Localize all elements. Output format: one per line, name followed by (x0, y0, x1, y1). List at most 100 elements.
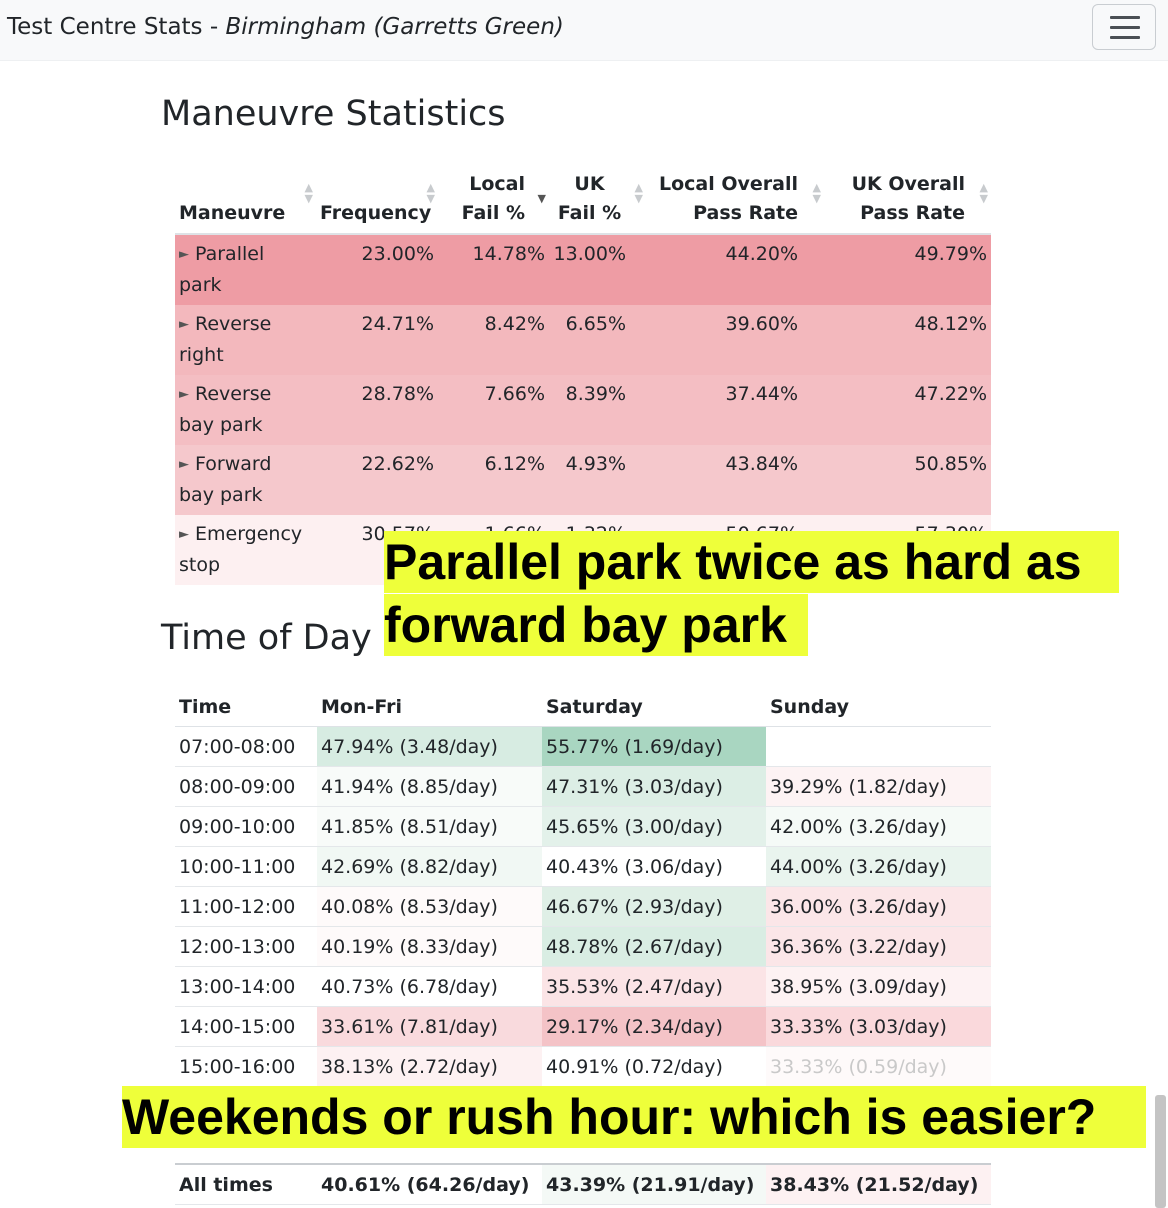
time-cell: 15:00-16:00 (175, 1046, 317, 1087)
time-cell: 09:00-10:00 (175, 806, 317, 847)
col-header-frequency[interactable]: Frequency ▲ ▼ (316, 170, 438, 235)
sunday-cell: 36.36% (3.22/day) (766, 926, 991, 967)
uk-pass-cell: 49.79% (914, 243, 987, 265)
time-cell: 08:00-09:00 (175, 766, 317, 807)
mon-fri-cell: 40.19% (8.33/day) (317, 926, 542, 967)
time-row: 13:00-14:00 40.73% (6.78/day) 35.53% (2.47… (175, 966, 991, 1007)
maneuvre-row[interactable]: ► Forward bay park 22.62% 6.12% 4.93% 43.84% 5… (175, 445, 991, 515)
time-row: 15:00-16:00 38.13% (2.72/day) 40.91% (0.72… (175, 1046, 991, 1087)
col-header-time: Time (175, 688, 317, 727)
uk-pass-cell: 48.12% (914, 313, 987, 335)
sort-icon: ▲ ▼ (426, 181, 435, 205)
navbar: Test Centre Stats - Birmingham (Garretts… (0, 0, 1168, 61)
sunday-cell: 39.29% (1.82/day) (766, 766, 991, 807)
time-cell: 13:00-14:00 (175, 966, 317, 1007)
time-cell: 12:00-13:00 (175, 926, 317, 967)
brand-prefix: Test Centre Stats - (7, 14, 226, 40)
time-row: 14:00-15:00 33.61% (7.81/day) 29.17% (2.34… (175, 1006, 991, 1047)
mon-fri-cell: 41.85% (8.51/day) (317, 806, 542, 847)
time-row: 07:00-08:00 47.94% (3.48/day) 55.77% (1.69… (175, 726, 991, 767)
mon-fri-cell: 41.94% (8.85/day) (317, 766, 542, 807)
mon-fri-cell: 38.13% (2.72/day) (317, 1046, 542, 1087)
sunday-cell: 44.00% (3.26/day) (766, 846, 991, 887)
sunday-cell: 33.33% (0.59/day) (766, 1046, 991, 1087)
saturday-cell: 29.17% (2.34/day) (542, 1006, 766, 1047)
maneuvre-name-cell: ► Emergency stop (179, 523, 303, 576)
mon-fri-cell: 47.94% (3.48/day) (317, 726, 542, 767)
col-header-uk-fail[interactable]: UK Fail % ▲ ▼ (549, 170, 646, 235)
annotation-callout-2: Weekends or rush hour: which is easier? (122, 1086, 1146, 1148)
uk-fail-cell: 6.65% (565, 313, 626, 335)
time-row: 10:00-11:00 42.69% (8.82/day) 40.43% (3.06… (175, 846, 991, 887)
maneuvre-name-cell: ► Reverse right (179, 313, 272, 366)
sunday-cell: 36.00% (3.26/day) (766, 886, 991, 927)
col-header-uk-pass[interactable]: UK Overall Pass Rate ▲ ▼ (824, 170, 991, 235)
uk-fail-cell: 8.39% (565, 383, 626, 405)
maneuvre-row[interactable]: ► Reverse bay park 28.78% 7.66% 8.39% 37.44% 4… (175, 375, 991, 445)
hamburger-icon[interactable] (1092, 4, 1156, 50)
col-header-saturday: Saturday (542, 688, 766, 727)
sunday-cell: 33.33% (3.03/day) (766, 1006, 991, 1047)
saturday-cell: 35.53% (2.47/day) (542, 966, 766, 1007)
maneuvre-row[interactable]: ► Parallel park 23.00% 14.78% 13.00% 44.20% 49… (175, 234, 991, 305)
sort-icon: ▲ ▼ (634, 181, 643, 205)
expand-triangle-icon[interactable]: ► (179, 457, 189, 472)
col-header-maneuvre[interactable]: Maneuvre ▲ ▼ (175, 170, 316, 235)
maneuvre-name-cell: ► Forward bay park (179, 453, 272, 506)
sunday-cell (766, 726, 991, 767)
col-header-sunday: Sunday (766, 688, 991, 727)
frequency-cell: 24.71% (361, 313, 434, 335)
maneuvre-section-title: Maneuvre Statistics (161, 94, 506, 134)
time-section-title: Time of Day (161, 618, 372, 658)
sort-icon: ▲ ▼ (979, 181, 988, 205)
annotation-callout-line2: forward bay park (384, 594, 808, 656)
col-header-mon-fri: Mon-Fri (317, 688, 542, 727)
expand-triangle-icon[interactable]: ► (179, 387, 189, 402)
expand-triangle-icon[interactable]: ► (179, 317, 189, 332)
saturday-cell: 43.39% (21.91/day) (542, 1164, 766, 1205)
col-header-local-pass[interactable]: Local Overall Pass Rate ▲ ▼ (646, 170, 824, 235)
site-brand[interactable]: Test Centre Stats - Birmingham (Garretts… (7, 14, 564, 40)
time-row: 11:00-12:00 40.08% (8.53/day) 46.67% (2.93… (175, 886, 991, 927)
sort-desc-icon: ▼ (537, 192, 546, 205)
expand-triangle-icon[interactable]: ► (179, 527, 189, 542)
uk-fail-cell: 4.93% (565, 453, 626, 475)
local-fail-cell: 14.78% (472, 243, 545, 265)
sort-icon: ▲ ▼ (812, 181, 821, 205)
saturday-cell: 40.91% (0.72/day) (542, 1046, 766, 1087)
time-header-row: Time Mon-Fri Saturday Sunday (175, 688, 991, 727)
maneuvre-row[interactable]: ► Reverse right 24.71% 8.42% 6.65% 39.60% 48.1… (175, 305, 991, 375)
scrollbar-thumb[interactable] (1155, 1095, 1166, 1208)
time-row: 12:00-13:00 40.19% (8.33/day) 48.78% (2.67… (175, 926, 991, 967)
time-total-row: All times 40.61% (64.26/day) 43.39% (21.91… (175, 1164, 991, 1205)
time-of-day-table: Time Mon-Fri Saturday Sunday 07:00-08:00… (175, 688, 991, 1205)
local-fail-cell: 8.42% (484, 313, 545, 335)
time-cell: 14:00-15:00 (175, 1006, 317, 1047)
saturday-cell: 45.65% (3.00/day) (542, 806, 766, 847)
mon-fri-cell: 40.73% (6.78/day) (317, 966, 542, 1007)
uk-pass-cell: 47.22% (914, 383, 987, 405)
maneuvre-header-row: Maneuvre ▲ ▼ Frequency ▲ ▼ Local Fail % ▼ UK… (175, 170, 991, 235)
sunday-cell: 38.43% (21.52/day) (766, 1164, 991, 1205)
time-row: 08:00-09:00 41.94% (8.85/day) 47.31% (3.03… (175, 766, 991, 807)
expand-triangle-icon[interactable]: ► (179, 247, 189, 262)
saturday-cell: 40.43% (3.06/day) (542, 846, 766, 887)
time-cell: 07:00-08:00 (175, 726, 317, 767)
mon-fri-cell: 33.61% (7.81/day) (317, 1006, 542, 1047)
maneuvre-table: Maneuvre ▲ ▼ Frequency ▲ ▼ Local Fail % ▼ UK… (175, 170, 991, 585)
local-pass-cell: 39.60% (725, 313, 798, 335)
local-fail-cell: 7.66% (484, 383, 545, 405)
frequency-cell: 28.78% (361, 383, 434, 405)
saturday-cell: 55.77% (1.69/day) (542, 726, 766, 767)
mon-fri-cell: 40.08% (8.53/day) (317, 886, 542, 927)
frequency-cell: 23.00% (361, 243, 434, 265)
uk-pass-cell: 50.85% (914, 453, 987, 475)
uk-fail-cell: 13.00% (553, 243, 626, 265)
annotation-callout-line1: Parallel park twice as hard as (384, 531, 1119, 593)
frequency-cell: 22.62% (361, 453, 434, 475)
sunday-cell: 42.00% (3.26/day) (766, 806, 991, 847)
col-header-local-fail[interactable]: Local Fail % ▼ (438, 170, 549, 235)
saturday-cell: 46.67% (2.93/day) (542, 886, 766, 927)
local-fail-cell: 6.12% (484, 453, 545, 475)
time-cell: 11:00-12:00 (175, 886, 317, 927)
